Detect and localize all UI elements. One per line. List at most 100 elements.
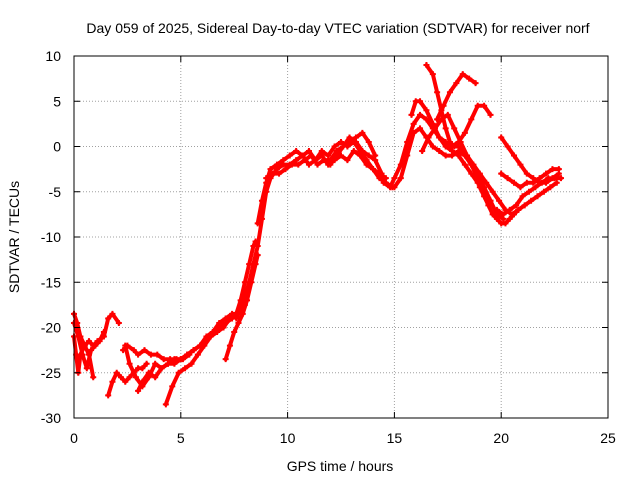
- data-point: [453, 80, 460, 87]
- data-point: [233, 315, 240, 322]
- y-axis-label: SDTVAR / TECUs: [6, 181, 22, 293]
- data-point: [338, 138, 344, 145]
- y-tick-label: -20: [41, 320, 61, 336]
- y-tick-label: 5: [53, 93, 61, 109]
- data-point: [500, 211, 507, 218]
- data-point: [417, 111, 424, 118]
- data-point: [457, 138, 464, 145]
- data-point: [273, 161, 280, 168]
- data-point: [117, 374, 124, 381]
- data-point: [431, 125, 438, 132]
- data-point: [83, 365, 90, 372]
- data-point: [359, 148, 366, 155]
- data-point: [158, 365, 165, 372]
- data-point: [214, 329, 221, 336]
- data-point: [451, 125, 458, 132]
- data-point: [282, 166, 289, 173]
- data-point: [496, 197, 503, 204]
- data-point: [425, 134, 432, 141]
- data-point: [350, 148, 357, 155]
- data-point: [177, 356, 184, 363]
- x-tick-label: 0: [70, 430, 78, 446]
- data-point: [301, 157, 308, 164]
- series-line-prn-t: [499, 135, 561, 185]
- data-point: [147, 351, 154, 358]
- data-point: [226, 342, 233, 349]
- data-point: [429, 143, 436, 150]
- data-point: [511, 179, 518, 186]
- data-point: [511, 152, 518, 159]
- chart-title: Day 059 of 2025, Sidereal Day-to-day VTE…: [86, 20, 589, 36]
- data-point: [175, 369, 182, 376]
- data-point: [515, 206, 522, 213]
- data-point: [235, 319, 242, 326]
- data-point: [474, 102, 481, 109]
- x-tick-label: 5: [177, 430, 185, 446]
- data-point: [442, 125, 449, 132]
- data-point: [481, 193, 488, 200]
- data-point: [549, 166, 556, 173]
- data-point: [506, 215, 513, 222]
- series-line-prn-h: [163, 239, 258, 407]
- data-point: [363, 157, 370, 164]
- data-point: [461, 161, 468, 168]
- data-point: [299, 152, 306, 159]
- data-point: [113, 369, 120, 376]
- data-point: [370, 166, 377, 173]
- series-points-prn-t: [498, 134, 562, 186]
- data-point: [442, 152, 449, 159]
- data-point: [444, 111, 451, 118]
- data-point: [551, 175, 558, 182]
- data-point: [135, 387, 142, 394]
- data-point: [434, 89, 441, 96]
- data-point: [132, 374, 139, 381]
- data-point: [325, 152, 332, 159]
- data-point: [553, 179, 560, 186]
- data-point: [436, 134, 443, 141]
- data-point: [365, 138, 372, 145]
- data-point: [423, 62, 430, 69]
- x-tick-label: 10: [280, 430, 296, 446]
- y-tick-label: -10: [41, 229, 61, 245]
- data-point: [105, 315, 112, 322]
- data-point: [555, 166, 562, 173]
- data-point: [269, 170, 276, 177]
- data-point: [305, 148, 312, 155]
- data-point: [459, 71, 466, 78]
- data-point: [254, 243, 261, 250]
- data-point: [241, 292, 248, 299]
- y-tick-label: -5: [49, 184, 62, 200]
- data-point: [75, 333, 82, 340]
- data-point: [90, 374, 97, 381]
- data-point: [231, 329, 238, 336]
- data-point: [487, 111, 494, 118]
- data-point: [340, 143, 347, 150]
- data-point: [476, 170, 483, 177]
- data-point: [404, 152, 411, 159]
- data-point: [152, 374, 159, 381]
- data-point: [352, 138, 359, 145]
- data-point: [258, 197, 265, 204]
- data-point: [160, 356, 167, 363]
- data-point: [314, 161, 321, 168]
- data-point: [190, 347, 197, 354]
- data-point: [162, 401, 169, 408]
- data-point: [558, 175, 565, 182]
- data-point: [498, 170, 505, 177]
- series-layer: [71, 62, 565, 408]
- data-point: [502, 220, 509, 227]
- series-line-prn-v: [499, 167, 561, 190]
- data-point: [286, 152, 293, 159]
- data-point: [169, 383, 176, 390]
- x-axis-label: GPS time / hours: [287, 458, 394, 474]
- data-point: [237, 306, 244, 313]
- data-point: [468, 116, 475, 123]
- data-point: [276, 170, 283, 177]
- data-point: [476, 184, 483, 191]
- data-point: [79, 351, 86, 358]
- data-point: [171, 360, 178, 367]
- data-point: [540, 188, 547, 195]
- series-points-prn-u: [493, 175, 565, 218]
- data-point: [470, 161, 477, 168]
- data-point: [543, 170, 550, 177]
